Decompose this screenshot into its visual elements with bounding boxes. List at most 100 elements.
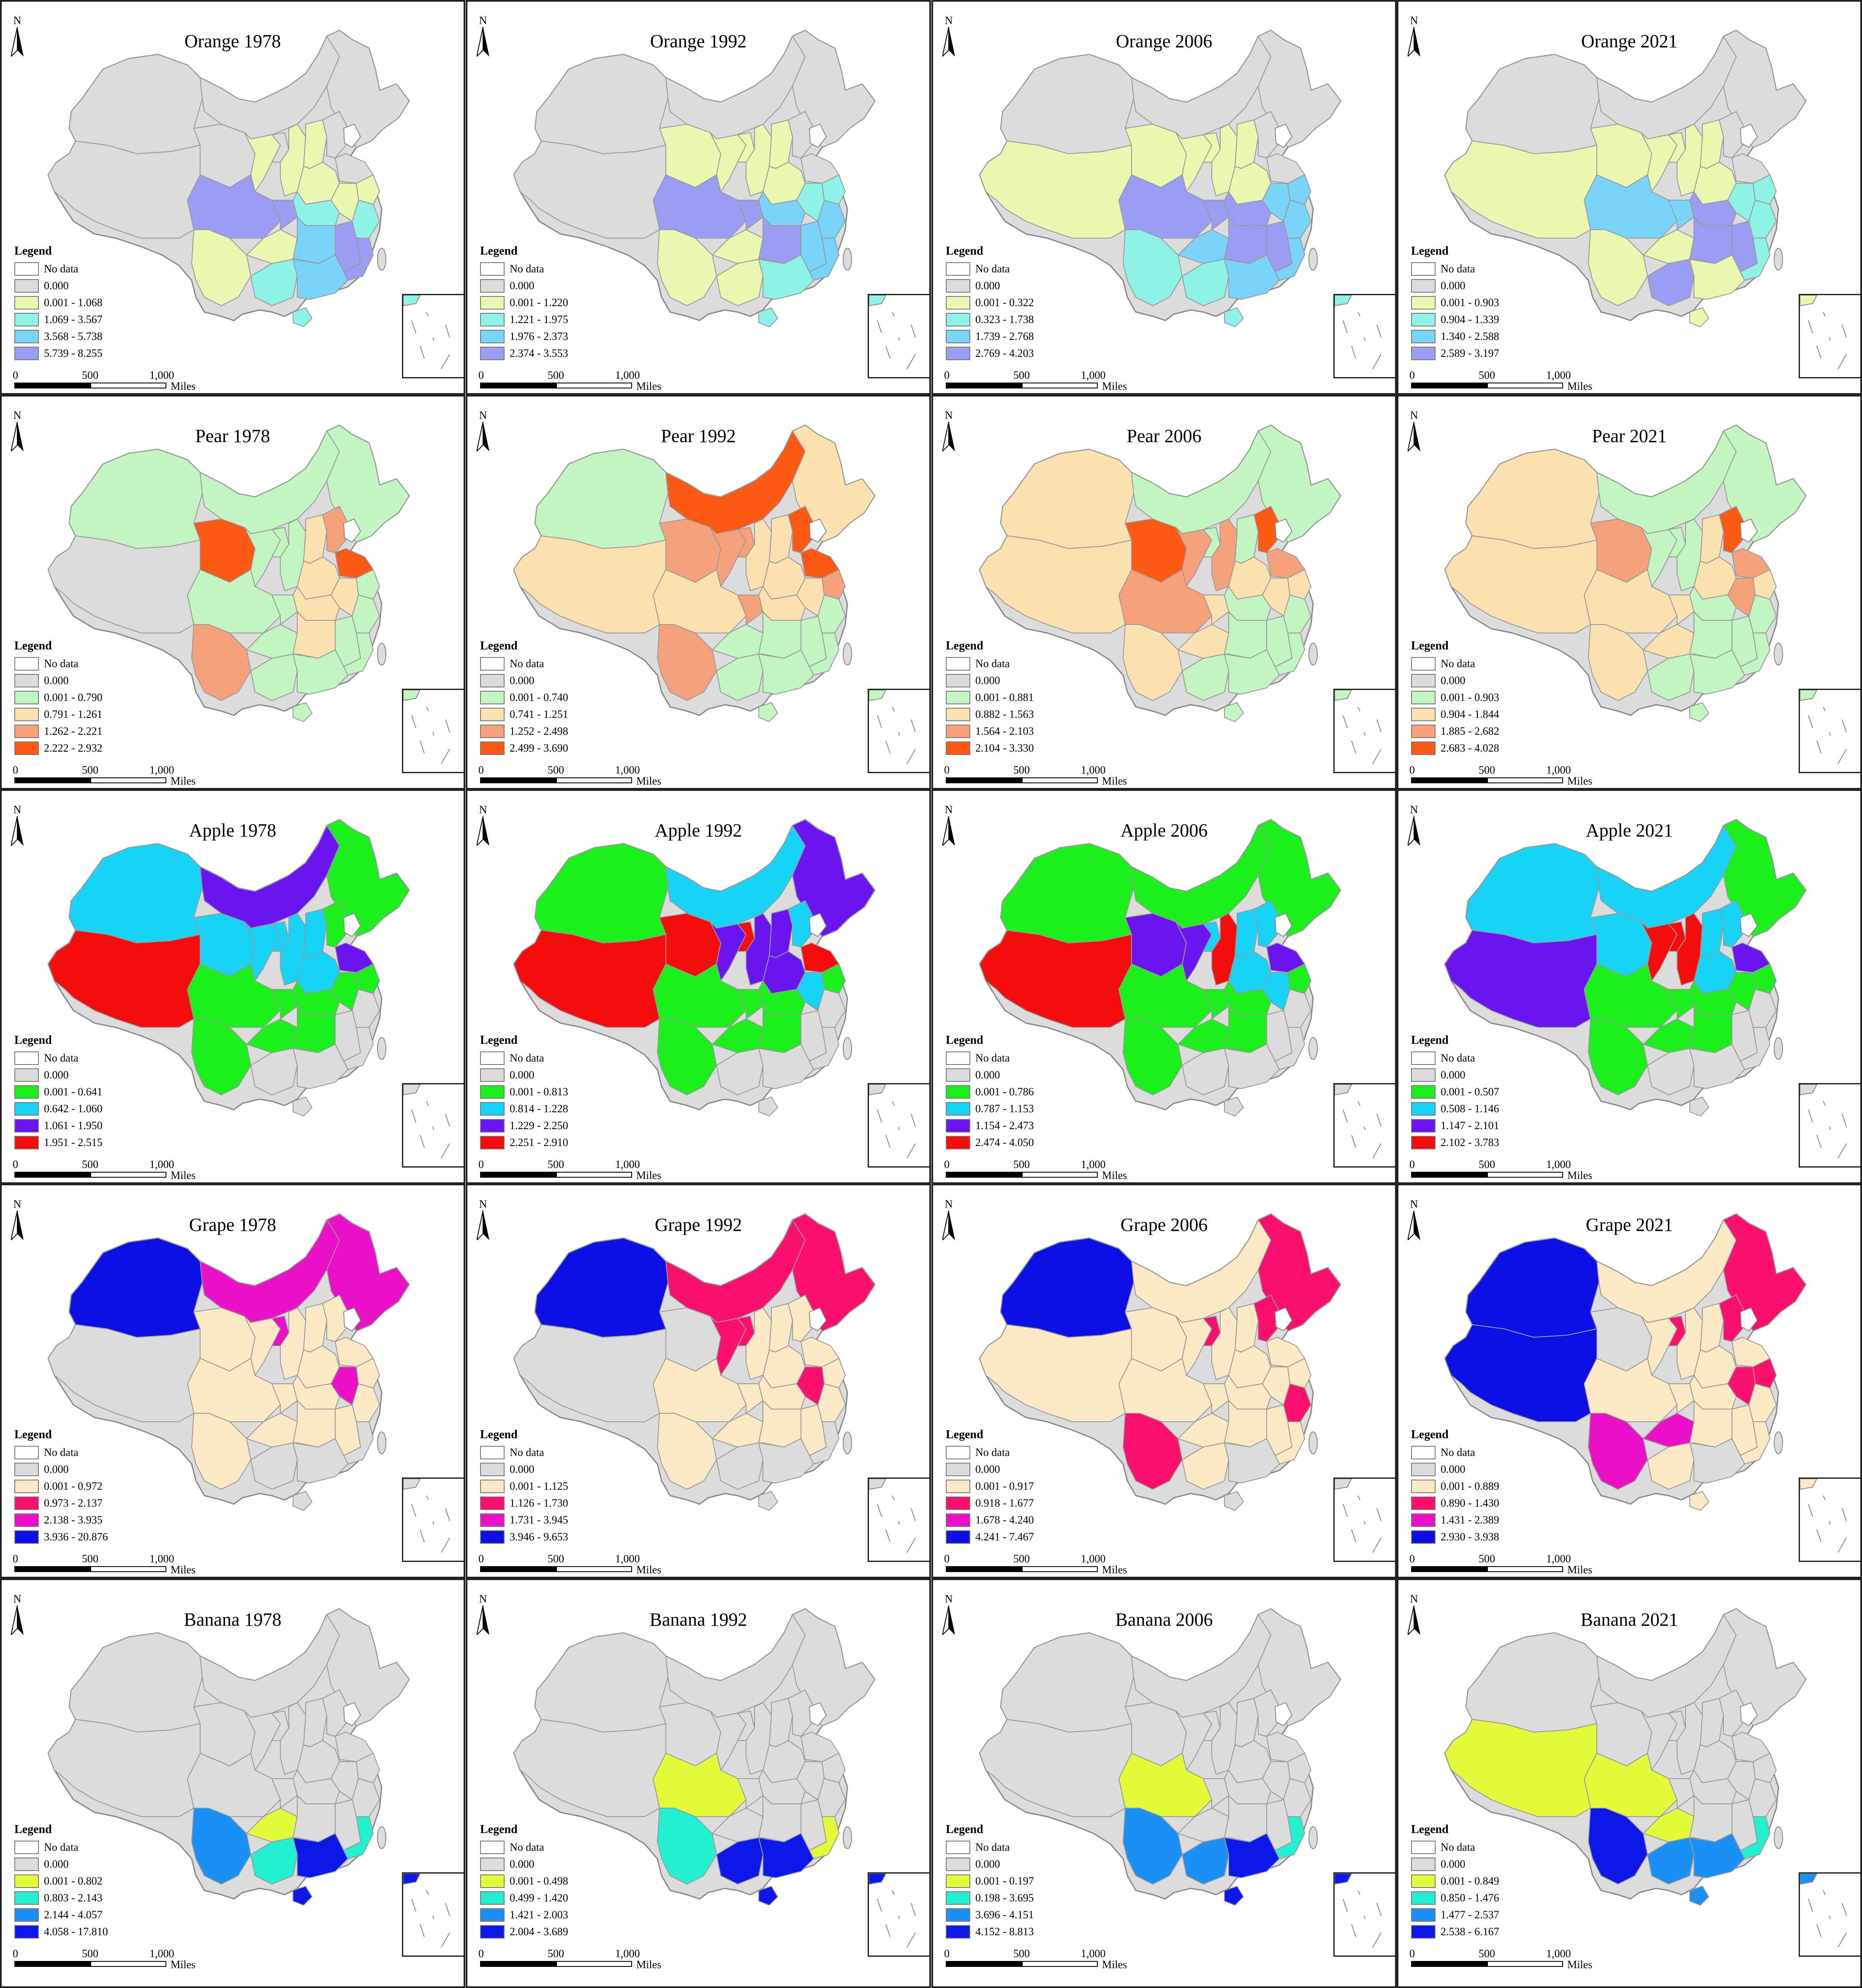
legend-swatch — [14, 1841, 39, 1854]
legend-swatch — [1411, 1446, 1436, 1459]
region-hebei — [1718, 900, 1745, 948]
legend-label: 0.001 - 1.220 — [510, 296, 568, 309]
region-guangdong — [292, 649, 349, 695]
region-gansu — [1641, 1316, 1678, 1377]
region-hebei — [322, 1689, 349, 1737]
map-panel-banana-2021: N Banana 2021 Legend No data 0.000 0.001 - 0.… — [1397, 1578, 1862, 1988]
scale-tick: 0 — [944, 1553, 950, 1565]
region-guangxi — [1647, 1837, 1695, 1885]
legend-title: Legend — [1411, 1034, 1449, 1047]
legend-item: No data — [14, 1050, 103, 1067]
legend-label: 2.374 - 3.553 — [510, 347, 568, 359]
legend-swatch — [1411, 741, 1436, 755]
region-hebei — [322, 1294, 349, 1342]
legend-label: 1.252 - 2.498 — [510, 725, 568, 737]
north-label: N — [479, 1198, 487, 1210]
region-northeast — [326, 30, 410, 148]
scale-tick: 0 — [478, 1553, 484, 1565]
region-tibet — [979, 929, 1132, 1028]
bohai-sea — [1274, 123, 1293, 148]
legend-item: 0.000 — [946, 1856, 1034, 1873]
region-hainan — [1224, 1491, 1244, 1511]
map-title: Banana 2021 — [1580, 1609, 1678, 1630]
legend-item: 2.769 - 4.203 — [946, 345, 1034, 362]
region-hainan — [1224, 1096, 1244, 1117]
legend: Legend No data 0.000 0.001 - 0.889 0.890 - 1… — [1411, 1428, 1499, 1545]
legend-label: 0.001 - 0.322 — [975, 296, 1034, 309]
legend-item: 0.001 - 0.881 — [946, 689, 1034, 706]
scale-bar: 0 500 1,000 Miles — [944, 1947, 1140, 1973]
legend-label: No data — [44, 1052, 79, 1064]
region-xinjiang — [1000, 54, 1135, 155]
legend-label: 0.000 — [1441, 1463, 1466, 1475]
region-xinjiang — [1000, 1632, 1135, 1733]
legend-label: 0.000 — [510, 280, 535, 292]
legend-item: 1.564 - 2.103 — [946, 723, 1034, 740]
region-northeast — [792, 1608, 876, 1727]
scale-bar-graphic — [480, 1961, 632, 1967]
region-northeast — [1257, 1608, 1341, 1727]
legend-item: 0.001 - 0.790 — [14, 689, 103, 706]
scale-unit: Miles — [1567, 775, 1593, 787]
region-guangxi — [1647, 1442, 1695, 1490]
legend-item: 2.004 - 3.689 — [480, 1923, 568, 1940]
legend-item: 3.568 - 5.738 — [14, 328, 103, 345]
bohai-sea — [809, 913, 827, 937]
legend-swatch — [480, 708, 505, 721]
legend: Legend No data 0.000 0.001 - 0.903 0.904 - 1… — [1411, 639, 1499, 757]
map-panel-orange-2021: N Orange 2021 Legend No data 0.000 0.001 - 0.… — [1397, 0, 1862, 395]
region-xinjiang — [1000, 448, 1135, 549]
legend-item: No data — [946, 261, 1034, 277]
legend-label: 0.791 - 1.261 — [44, 708, 103, 720]
legend-swatch — [1411, 1068, 1436, 1082]
region-sichuan — [1583, 569, 1678, 633]
region-fujian — [343, 1421, 374, 1465]
legend-swatch — [14, 741, 39, 755]
scale-bar-graphic — [946, 1961, 1098, 1967]
china-choropleth — [1444, 1213, 1807, 1511]
legend-swatch — [946, 1513, 970, 1527]
bohai-sea — [1274, 518, 1293, 543]
legend-label: 1.221 - 1.975 — [510, 313, 568, 326]
region-guangxi — [1647, 653, 1695, 701]
legend-label: 0.001 - 0.641 — [44, 1086, 103, 1098]
region-chongqing — [1202, 200, 1230, 231]
legend-item: 0.787 - 1.153 — [946, 1100, 1034, 1117]
region-hebei — [1718, 1294, 1745, 1342]
legend-label: 4.058 - 17.810 — [44, 1926, 108, 1938]
region-fujian — [809, 1816, 840, 1860]
scale-tick: 500 — [548, 764, 564, 776]
legend-swatch — [480, 1119, 505, 1133]
legend-label: 1.678 - 4.240 — [975, 1514, 1034, 1526]
region-fujian — [343, 1816, 374, 1860]
legend-swatch — [480, 741, 505, 755]
legend-swatch — [946, 313, 970, 326]
south-china-sea-inset — [402, 689, 464, 773]
scale-tick: 500 — [1013, 764, 1030, 776]
legend-swatch — [14, 313, 39, 326]
region-jiangsu — [1287, 963, 1312, 994]
legend-label: 2.683 - 4.028 — [1441, 742, 1499, 754]
region-hainan — [1224, 1885, 1244, 1906]
region-guangxi — [250, 1442, 298, 1490]
map-panel-pear-1992: N Pear 1992 Legend No data 0.000 0.001 - 0.74… — [466, 395, 931, 790]
legend-swatch — [946, 1463, 970, 1476]
legend-item: No data — [1411, 261, 1499, 277]
map-title: Apple 1992 — [654, 820, 742, 841]
region-gansu — [710, 921, 747, 982]
legend-item: 2.683 - 4.028 — [1411, 740, 1499, 757]
scale-unit: Miles — [1102, 775, 1127, 787]
region-guangdong — [758, 649, 814, 695]
north-arrow-icon: N — [942, 14, 968, 61]
region-tibet — [1444, 929, 1597, 1028]
legend-label: 0.904 - 1.844 — [1441, 708, 1499, 720]
north-label: N — [13, 14, 22, 27]
legend-item: 4.241 - 7.467 — [946, 1529, 1034, 1545]
scale-tick: 0 — [478, 369, 484, 381]
legend-swatch — [1411, 279, 1436, 293]
region-guangxi — [716, 653, 764, 701]
island-taiwan — [1308, 643, 1318, 665]
scale-tick: 0 — [1409, 1553, 1415, 1565]
legend-swatch — [480, 1513, 505, 1527]
map-panel-pear-2021: N Pear 2021 Legend No data 0.000 0.001 - 0.90… — [1397, 395, 1862, 790]
